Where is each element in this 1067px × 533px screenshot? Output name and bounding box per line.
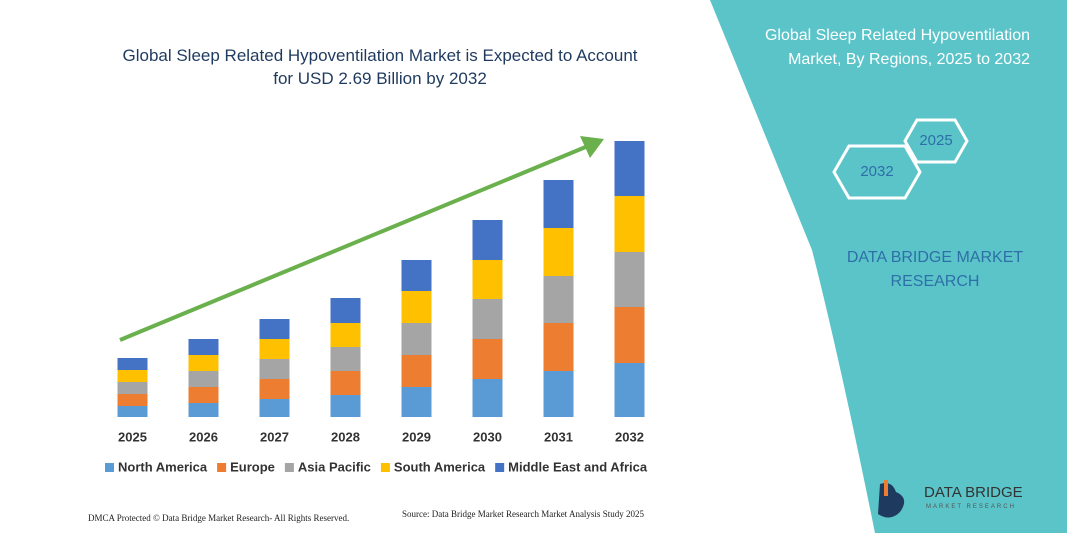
logo-name: DATA BRIDGE — [924, 484, 1023, 501]
bar-segment — [472, 299, 503, 339]
x-tick-label: 2032 — [615, 429, 644, 444]
x-tick-label: 2031 — [544, 429, 573, 444]
bar-segment — [401, 291, 432, 323]
bar-segment — [330, 395, 361, 417]
bar-segment — [543, 371, 574, 417]
bar-segment — [188, 387, 219, 403]
legend-label: Middle East and Africa — [508, 459, 648, 474]
x-tick-label: 2026 — [189, 429, 218, 444]
bar-segment — [259, 359, 290, 379]
legend-swatch — [284, 463, 294, 472]
bar-segment — [188, 371, 219, 387]
bar-segment — [259, 319, 290, 339]
bar-segment — [472, 260, 503, 299]
arrow-head — [580, 136, 604, 158]
side-panel — [710, 0, 1067, 533]
bar-segment — [472, 379, 503, 417]
legend-label: North America — [118, 459, 208, 474]
hex-label: 2025 — [919, 132, 952, 149]
bar-segment — [259, 399, 290, 417]
legend-swatch — [495, 463, 505, 472]
bar-segment — [330, 298, 361, 323]
footer-source: Source: Data Bridge Market Research Mark… — [402, 509, 644, 519]
bar-segment — [259, 339, 290, 359]
x-tick-label: 2028 — [331, 429, 360, 444]
legend-swatch — [217, 463, 227, 472]
x-tick-label: 2027 — [260, 429, 289, 444]
legend-label: Asia Pacific — [298, 459, 371, 474]
bar-segment — [543, 180, 574, 228]
bar-segment — [117, 394, 148, 406]
legend-label: Europe — [230, 459, 275, 474]
bar-segment — [117, 406, 148, 417]
bar-segment — [117, 370, 148, 382]
legend-swatch — [105, 463, 114, 472]
x-tick-label: 2029 — [402, 429, 431, 444]
bar-segment — [614, 252, 645, 307]
bar-segment — [330, 323, 361, 347]
bar-segment — [188, 355, 219, 371]
chart-title: Global Sleep Related Hypoventilation Mar… — [122, 46, 638, 88]
legend-swatch — [380, 463, 390, 472]
bar-segment — [117, 382, 148, 394]
bar-segment — [472, 339, 503, 379]
bar-segment — [472, 220, 503, 260]
bar-segment — [401, 355, 432, 387]
bar-segment — [401, 387, 432, 417]
bar-segment — [401, 260, 432, 291]
trend-arrow — [119, 144, 589, 342]
bar-segment — [188, 339, 219, 355]
bar-segment — [330, 371, 361, 395]
hexagon — [832, 144, 922, 200]
bar-segment — [614, 307, 645, 363]
footer-note: DMCA Protected © Data Bridge Market Rese… — [88, 513, 350, 523]
legend-label: South America — [394, 459, 486, 474]
panel-title: Global Sleep Related Hypoventilation Mar… — [764, 27, 1030, 68]
bar-segment — [614, 141, 645, 196]
brand: DATA BRIDGE MARKET RESEARCH — [846, 249, 1024, 290]
bar-segment — [401, 323, 432, 355]
bar-segment — [188, 403, 219, 417]
bar-segment — [614, 196, 645, 252]
x-tick-label: 2030 — [473, 429, 502, 444]
bar-segment — [543, 276, 574, 323]
x-tick-label: 2025 — [118, 429, 147, 444]
bar-segment — [117, 358, 148, 370]
bar-segment — [330, 347, 361, 371]
hexagon — [903, 118, 969, 164]
logo-tagline: MARKET RESEARCH — [926, 504, 1016, 510]
hex-label: 2032 — [860, 163, 893, 180]
bar-segment — [614, 363, 645, 417]
bar-segment — [259, 379, 290, 399]
bar-segment — [543, 228, 574, 276]
bar-segment — [543, 323, 574, 371]
